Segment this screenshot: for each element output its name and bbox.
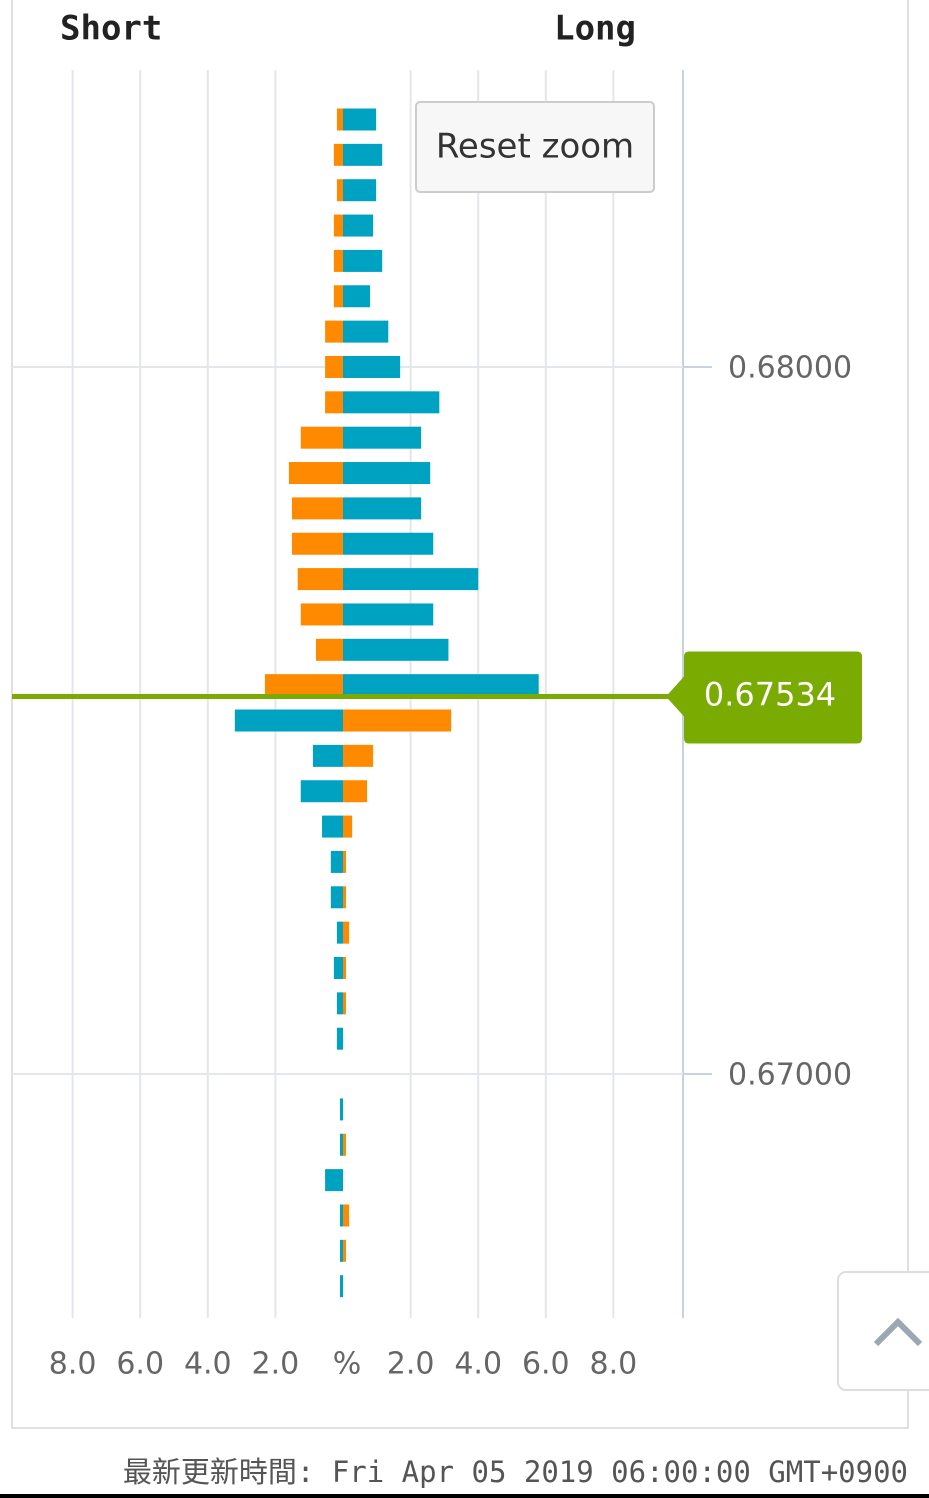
bar: [343, 638, 449, 661]
bar: [343, 497, 422, 520]
reset-zoom-button[interactable]: [415, 101, 655, 193]
bar: [234, 709, 343, 732]
current-price-tag: [666, 651, 862, 744]
bar: [339, 1275, 343, 1298]
x-tick-label: 8.0: [590, 1347, 638, 1382]
bar: [343, 143, 383, 166]
bar: [343, 320, 389, 343]
bar: [343, 1204, 350, 1227]
bar: [325, 355, 343, 378]
bar: [336, 992, 343, 1015]
bar: [339, 1204, 343, 1227]
bar: [339, 1133, 343, 1156]
bar: [343, 462, 431, 485]
bar: [343, 1133, 347, 1156]
bar: [300, 426, 343, 449]
bar: [343, 108, 377, 131]
bar: [343, 674, 539, 697]
bar: [300, 780, 343, 803]
bar: [288, 462, 343, 485]
bar: [297, 568, 343, 591]
bar: [336, 108, 343, 131]
bar: [291, 497, 343, 520]
x-axis-label: %: [333, 1347, 362, 1382]
bar: [343, 603, 434, 626]
footer: 最新更新時間: Fri Apr 05 2019 06:00:00 GMT+090…: [123, 1455, 908, 1489]
scroll-top-button[interactable]: [837, 1271, 929, 1391]
bar: [343, 426, 422, 449]
bar: [343, 780, 367, 803]
bar: [325, 1169, 343, 1192]
y-tick-label: 0.67000: [728, 1058, 852, 1093]
y-tick-label: 0.68000: [728, 350, 852, 385]
bar: [343, 709, 452, 732]
plot: 2.0 2.0 4.0 4.0 6.0 6.0 8.0 8.0 0.67000 0.68000: [12, 70, 852, 1382]
x-tick-label: 6.0: [522, 1347, 570, 1382]
bar: [343, 992, 347, 1015]
bar: [333, 956, 343, 979]
bar: [343, 815, 353, 838]
bar: [343, 850, 347, 873]
bar: [300, 603, 343, 626]
x-tick-label: 2.0: [252, 1347, 300, 1382]
bar: [330, 850, 343, 873]
bar: [343, 285, 371, 308]
bar: [336, 921, 343, 944]
bar: [343, 355, 401, 378]
bar: [333, 214, 343, 237]
bar: [325, 391, 343, 414]
bar: [343, 179, 377, 202]
bar: [343, 532, 434, 555]
bar: [322, 815, 343, 838]
bar: [333, 143, 343, 166]
x-tick-label: 8.0: [49, 1347, 97, 1382]
bar: [336, 1027, 343, 1050]
bar: [343, 391, 440, 414]
bar: [339, 1239, 343, 1262]
bar: [325, 320, 343, 343]
long-title: Long: [554, 9, 636, 49]
bar: [343, 744, 374, 767]
bar: [336, 179, 343, 202]
bar: [343, 956, 347, 979]
bar: [330, 886, 343, 909]
scroll-top-icon[interactable]: [873, 1317, 923, 1347]
bar: [343, 249, 383, 272]
x-tick-label: 4.0: [184, 1347, 232, 1382]
bar: [333, 249, 343, 272]
bar: [312, 744, 343, 767]
bar: [343, 568, 479, 591]
x-tick-label: 2.0: [387, 1347, 435, 1382]
bar: [343, 1239, 347, 1262]
panel: [11, 0, 909, 1429]
bar: [264, 674, 343, 697]
bar: [343, 214, 374, 237]
bar: [343, 886, 347, 909]
bar: [339, 1098, 343, 1121]
bar: [291, 532, 343, 555]
x-tick-label: 6.0: [116, 1347, 164, 1382]
reset-zoom-label[interactable]: Reset zoom: [436, 127, 634, 167]
bar: [343, 921, 350, 944]
bar: [333, 285, 343, 308]
x-tick-label: 4.0: [454, 1347, 502, 1382]
short-title: Short: [60, 9, 162, 49]
bar: [315, 638, 343, 661]
current-price-label: 0.67534: [704, 675, 836, 713]
